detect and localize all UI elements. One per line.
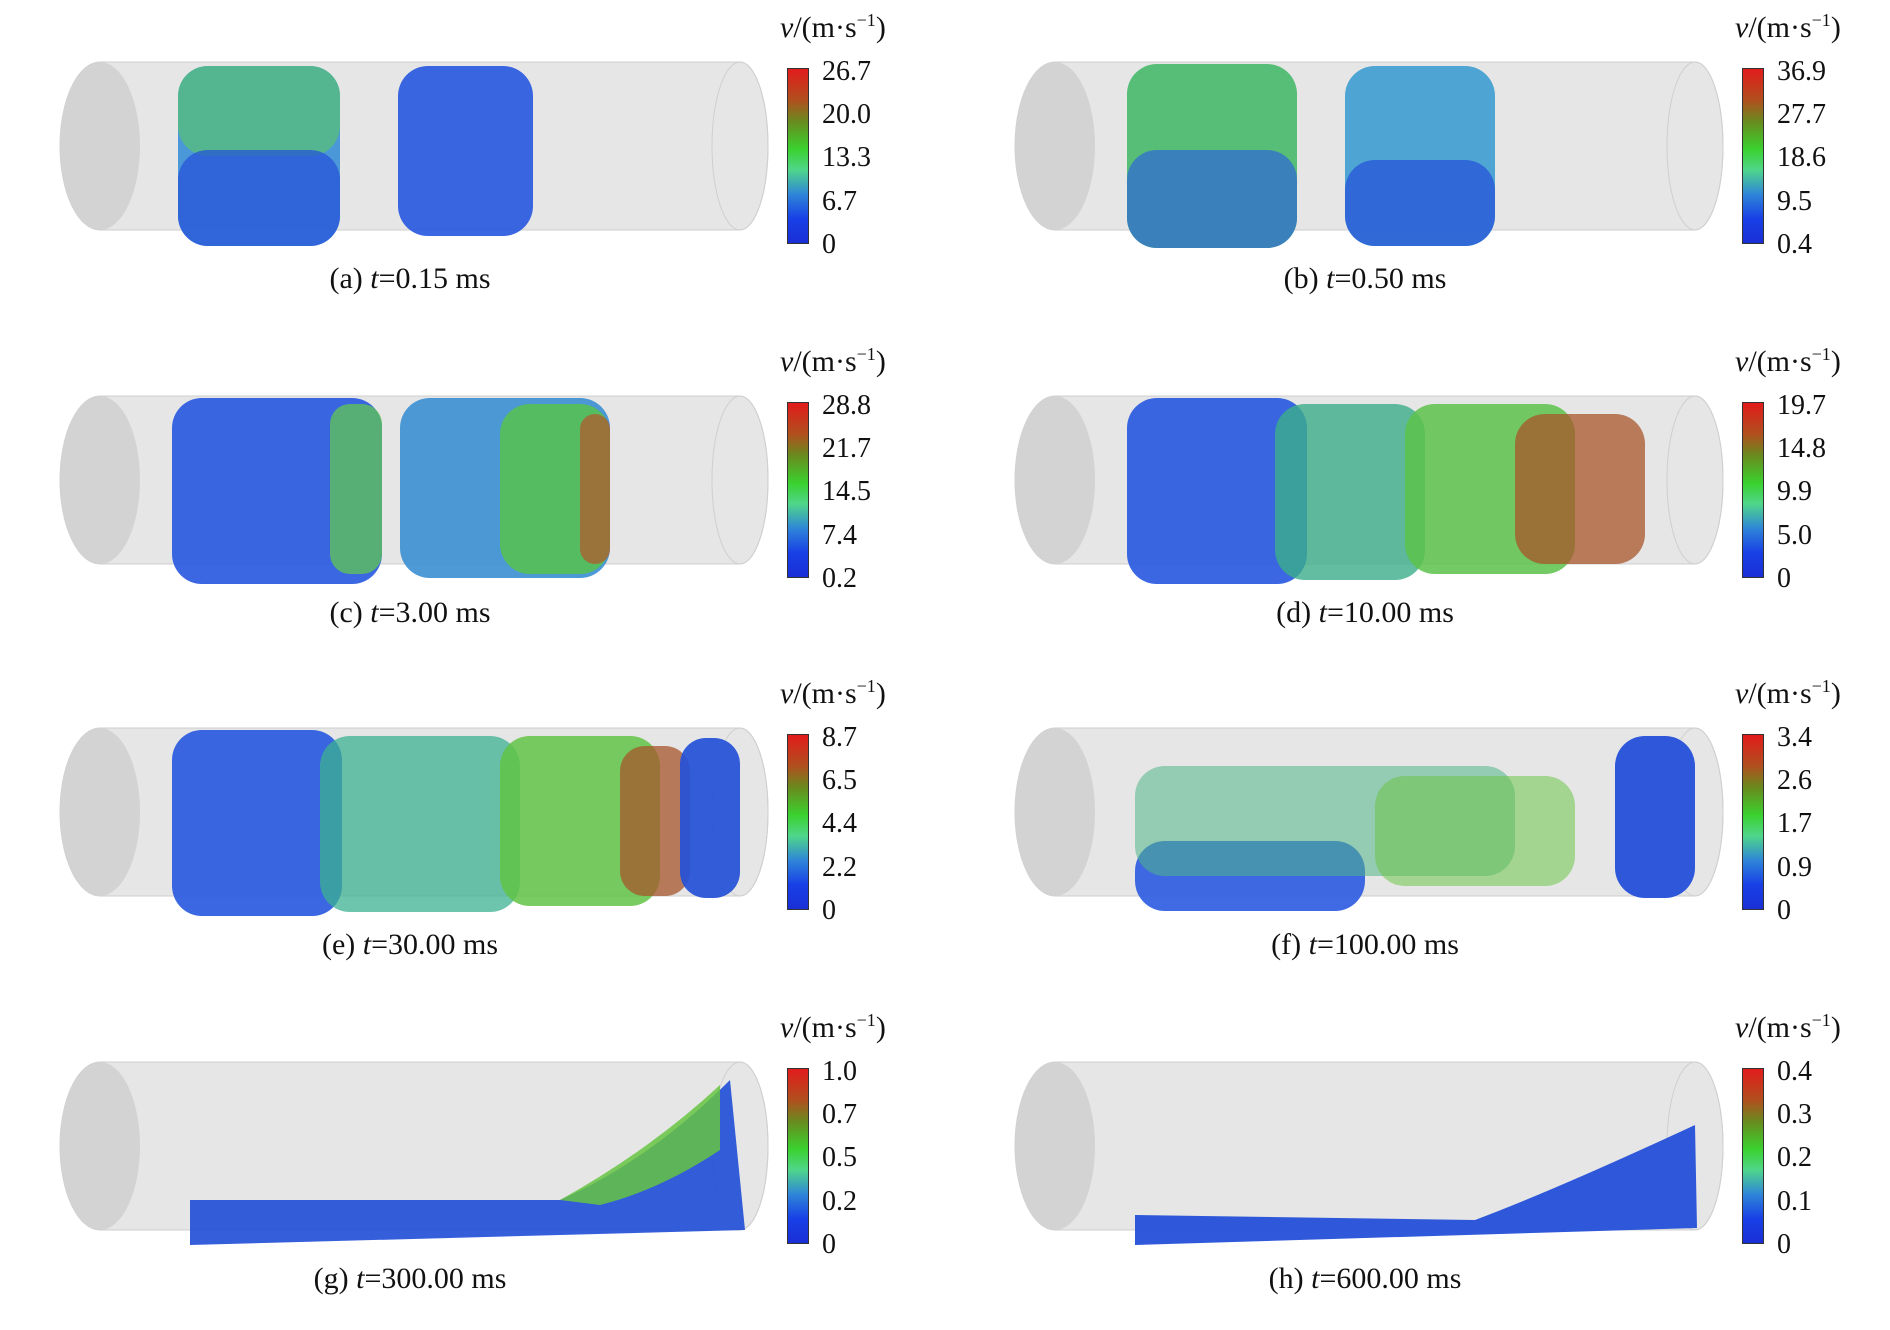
- colorbar-tick: 28.8: [822, 390, 871, 421]
- simulation-image: [1014, 61, 1724, 248]
- simulation-image: [1014, 1061, 1724, 1245]
- colorbar-tick: 26.7: [822, 56, 871, 87]
- panel-caption: (d) t=10.00 ms: [1276, 596, 1454, 629]
- colorbar: [787, 402, 809, 578]
- colorbar-tick: 9.9: [1777, 476, 1812, 507]
- colorbar: [1742, 734, 1764, 910]
- unit-label: v/(m·s−1): [780, 1010, 886, 1044]
- panel-c: v/(m·s−1) 28.8 21.7 14.5 7.4 0.2 (c) t=3…: [0, 334, 945, 664]
- simulation-image: [59, 727, 769, 916]
- panel-caption: (h) t=600.00 ms: [1268, 1262, 1462, 1295]
- colorbar-tick: 0.5: [822, 1142, 857, 1173]
- unit-label: v/(m·s−1): [1735, 676, 1841, 710]
- unit-label: v/(m·s−1): [1735, 344, 1841, 378]
- colorbar-tick: 6.5: [822, 765, 857, 796]
- panel-caption: (e) t=30.00 ms: [321, 928, 499, 961]
- panel-g: v/(m·s−1) 1.0 0.7 0.5 0.2 0 (g) t=300.00…: [0, 1000, 945, 1330]
- colorbar-tick: 4.4: [822, 808, 857, 839]
- colorbar-tick: 27.7: [1777, 99, 1826, 130]
- colorbar-tick: 14.5: [822, 476, 871, 507]
- panel-caption: (c) t=3.00 ms: [329, 596, 491, 629]
- colorbar-tick: 13.3: [822, 142, 871, 173]
- colorbar-tick: 5.0: [1777, 520, 1812, 551]
- colorbar-tick: 0: [822, 229, 836, 260]
- colorbar-tick: 0: [1777, 895, 1791, 926]
- colorbar-tick: 0: [822, 895, 836, 926]
- colorbar-tick: 0.1: [1777, 1186, 1812, 1217]
- colorbar-tick: 0.2: [822, 1186, 857, 1217]
- colorbar-tick: 0: [1777, 563, 1791, 594]
- colorbar-tick: 18.6: [1777, 142, 1826, 173]
- panel-caption: (f) t=100.00 ms: [1271, 928, 1459, 961]
- colorbar-tick: 0: [1777, 1229, 1791, 1260]
- colorbar-tick: 14.8: [1777, 433, 1826, 464]
- simulation-image: [59, 61, 769, 246]
- colorbar-tick: 19.7: [1777, 390, 1826, 421]
- panel-d: v/(m·s−1) 19.7 14.8 9.9 5.0 0 (d) t=10.0…: [955, 334, 1890, 664]
- colorbar-tick: 0.9: [1777, 852, 1812, 883]
- colorbar: [787, 1068, 809, 1244]
- simulation-image: [59, 1061, 769, 1245]
- unit-label: v/(m·s−1): [780, 10, 886, 44]
- colorbar: [1742, 68, 1764, 244]
- simulation-image: [1014, 727, 1724, 911]
- colorbar-tick: 8.7: [822, 722, 857, 753]
- colorbar-tick: 0.4: [1777, 229, 1812, 260]
- unit-label: v/(m·s−1): [1735, 10, 1841, 44]
- colorbar: [1742, 1068, 1764, 1244]
- colorbar-tick: 0.2: [822, 563, 857, 594]
- colorbar-tick: 0.7: [822, 1099, 857, 1130]
- colorbar-tick: 2.6: [1777, 765, 1812, 796]
- colorbar-tick: 2.2: [822, 852, 857, 883]
- colorbar-tick: 0.4: [1777, 1056, 1812, 1087]
- panel-h: v/(m·s−1) 0.4 0.3 0.2 0.1 0 (h) t=600.00…: [955, 1000, 1890, 1330]
- unit-label: v/(m·s−1): [780, 344, 886, 378]
- panel-caption: (g) t=300.00 ms: [313, 1262, 507, 1295]
- simulation-image: [1014, 395, 1724, 584]
- colorbar-tick: 1.7: [1777, 808, 1812, 839]
- colorbar-tick: 9.5: [1777, 186, 1812, 217]
- panel-b: v/(m·s−1) 36.9 27.7 18.6 9.5 0.4 (b) t=0…: [955, 0, 1890, 330]
- panel-caption: (b) t=0.50 ms: [1283, 262, 1447, 295]
- colorbar-tick: 0.3: [1777, 1099, 1812, 1130]
- simulation-image: [59, 395, 769, 584]
- colorbar-tick: 1.0: [822, 1056, 857, 1087]
- panel-a: v/(m·s−1) 26.7 20.0 13.3 6.7 0 (a) t=0.1…: [0, 0, 945, 330]
- colorbar-tick: 7.4: [822, 520, 857, 551]
- colorbar-tick: 0.2: [1777, 1142, 1812, 1173]
- colorbar-tick: 20.0: [822, 99, 871, 130]
- colorbar: [787, 734, 809, 910]
- panel-e: v/(m·s−1) 8.7 6.5 4.4 2.2 0 (e) t=30.00 …: [0, 666, 945, 996]
- colorbar: [787, 68, 809, 244]
- panel-f: v/(m·s−1) 3.4 2.6 1.7 0.9 0 (f) t=100.00…: [955, 666, 1890, 996]
- colorbar-tick: 21.7: [822, 433, 871, 464]
- colorbar: [1742, 402, 1764, 578]
- colorbar-tick: 3.4: [1777, 722, 1812, 753]
- panel-caption: (a) t=0.15 ms: [329, 262, 491, 295]
- colorbar-tick: 6.7: [822, 186, 857, 217]
- unit-label: v/(m·s−1): [780, 676, 886, 710]
- unit-label: v/(m·s−1): [1735, 1010, 1841, 1044]
- colorbar-tick: 0: [822, 1229, 836, 1260]
- colorbar-tick: 36.9: [1777, 56, 1826, 87]
